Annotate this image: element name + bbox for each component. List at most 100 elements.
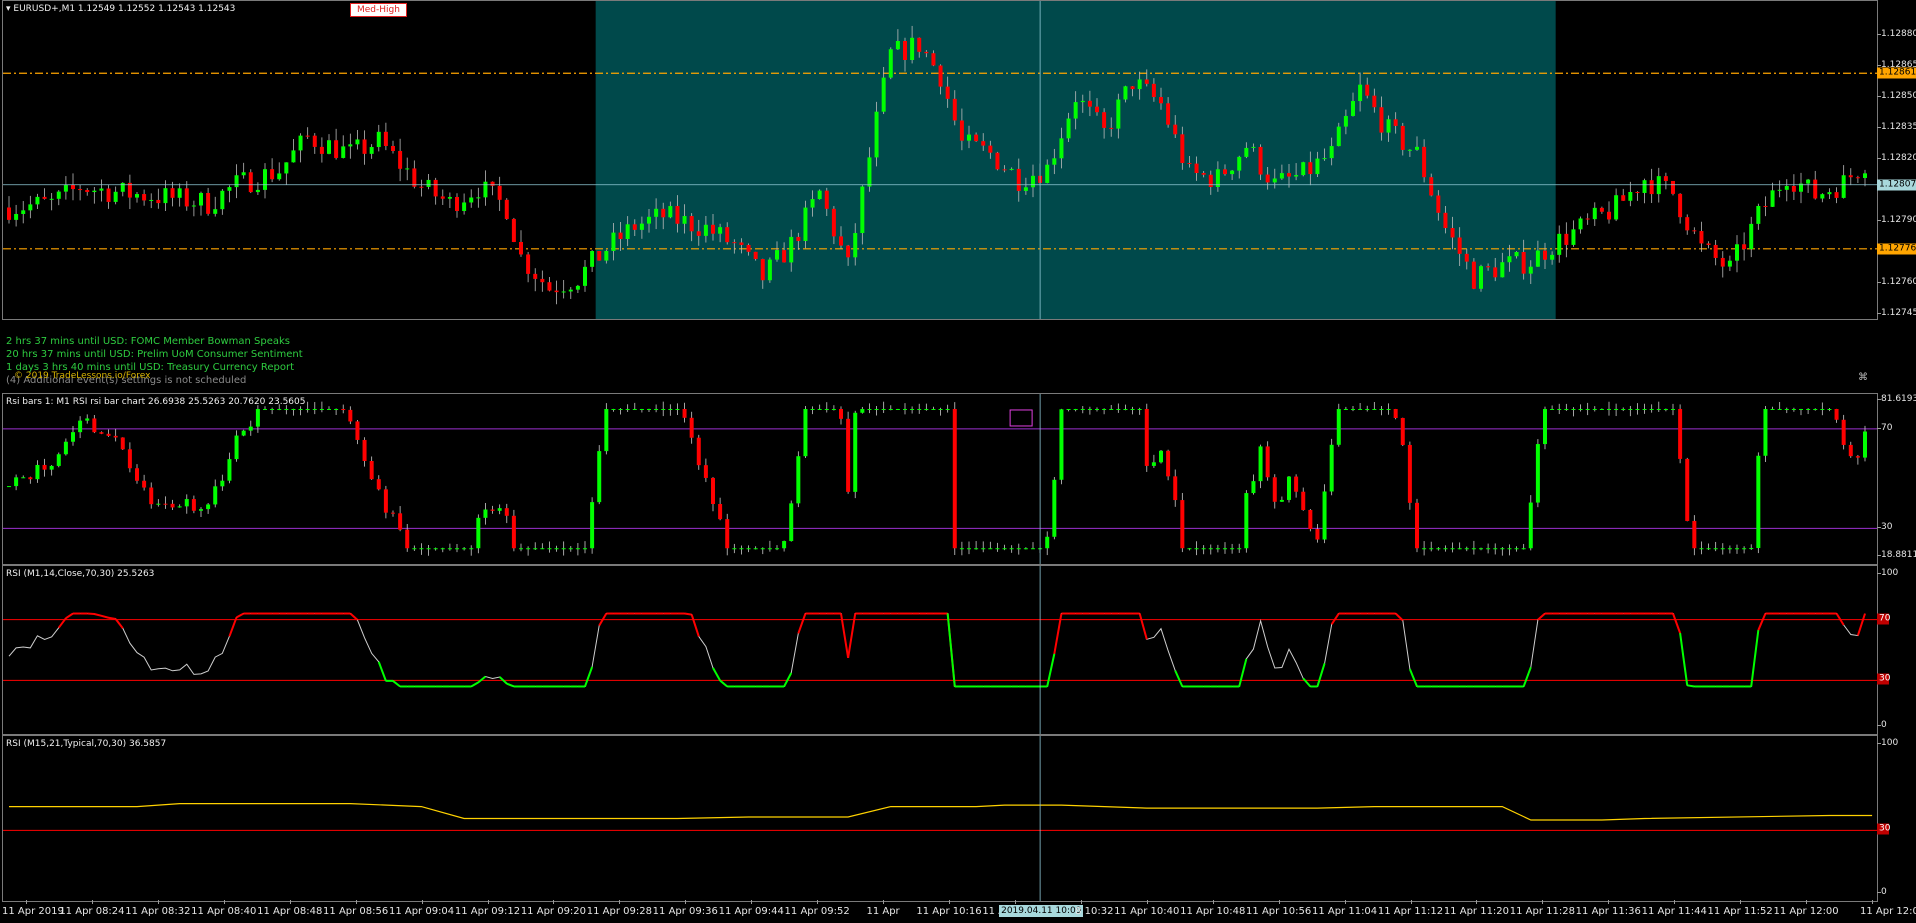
- rsi-bar[interactable]: [383, 485, 388, 519]
- rsi-bar[interactable]: [604, 403, 609, 455]
- candle[interactable]: [248, 169, 253, 194]
- candle[interactable]: [56, 190, 61, 206]
- rsi-bar[interactable]: [654, 404, 659, 413]
- rsi-bar[interactable]: [1820, 402, 1825, 416]
- rsi-bar[interactable]: [767, 540, 772, 552]
- candle[interactable]: [1351, 92, 1355, 117]
- rsi-bar[interactable]: [924, 403, 929, 411]
- rsi-bar[interactable]: [263, 406, 267, 410]
- rsi-bar[interactable]: [28, 476, 33, 484]
- rsi-bar[interactable]: [1528, 495, 1533, 551]
- rsi-bar[interactable]: [1187, 547, 1192, 551]
- candle[interactable]: [1592, 202, 1597, 226]
- rsi-bar[interactable]: [42, 458, 47, 477]
- candle[interactable]: [92, 187, 97, 204]
- candle[interactable]: [853, 223, 858, 266]
- rsi-bar[interactable]: [1436, 547, 1441, 551]
- rsi-bar[interactable]: [440, 547, 445, 553]
- rsi-bar[interactable]: [796, 451, 801, 508]
- rsi-bar[interactable]: [170, 499, 175, 511]
- candle[interactable]: [1486, 263, 1491, 271]
- candle[interactable]: [597, 250, 602, 261]
- candle[interactable]: [1656, 167, 1661, 203]
- rsi-bar[interactable]: [988, 541, 993, 550]
- rsi-bar[interactable]: [1607, 401, 1611, 416]
- rsi-bar[interactable]: [248, 420, 253, 436]
- rsi-bar[interactable]: [789, 500, 794, 542]
- rsi-bar[interactable]: [1415, 498, 1419, 553]
- candle[interactable]: [782, 242, 787, 263]
- rsi-bar[interactable]: [661, 401, 666, 417]
- candle[interactable]: [1863, 169, 1867, 187]
- candle[interactable]: [590, 250, 595, 272]
- candle[interactable]: [1784, 179, 1789, 202]
- candle[interactable]: [995, 151, 1000, 171]
- rsi-bar[interactable]: [206, 503, 211, 514]
- candle[interactable]: [1159, 87, 1163, 110]
- rsi-bar[interactable]: [1685, 457, 1690, 522]
- rsi-bar[interactable]: [1166, 449, 1171, 481]
- candle[interactable]: [1059, 127, 1064, 169]
- candle[interactable]: [1500, 252, 1505, 278]
- rsi-bar[interactable]: [881, 401, 886, 413]
- rsi-bar[interactable]: [1756, 452, 1761, 554]
- candle[interactable]: [191, 200, 196, 217]
- candle[interactable]: [1799, 172, 1803, 204]
- rsi-bar[interactable]: [590, 497, 595, 554]
- candle[interactable]: [1358, 72, 1363, 112]
- candle[interactable]: [42, 188, 47, 200]
- rsi-bar[interactable]: [412, 545, 417, 551]
- candle[interactable]: [760, 258, 765, 289]
- candle[interactable]: [312, 133, 317, 154]
- candle[interactable]: [99, 179, 104, 202]
- rsi-bar[interactable]: [1592, 406, 1597, 412]
- candle[interactable]: [746, 243, 751, 256]
- candle[interactable]: [1137, 71, 1142, 100]
- rsi-bar[interactable]: [575, 543, 580, 556]
- candle[interactable]: [732, 239, 737, 254]
- rsi-bar[interactable]: [305, 401, 310, 413]
- candle[interactable]: [540, 270, 545, 292]
- candle[interactable]: [1073, 91, 1078, 130]
- rsi-bar[interactable]: [1699, 541, 1704, 555]
- candle[interactable]: [455, 193, 459, 218]
- candle[interactable]: [1635, 191, 1640, 201]
- rsi-bar[interactable]: [1052, 477, 1057, 540]
- candle[interactable]: [1535, 240, 1540, 267]
- rsi-bar[interactable]: [1287, 476, 1291, 503]
- candle[interactable]: [1599, 206, 1604, 214]
- rsi-bar[interactable]: [21, 475, 26, 479]
- candle[interactable]: [85, 188, 90, 196]
- price-pane[interactable]: ▾ EURUSD+,M1 1.12549 1.12552 1.12543 1.1…: [0, 0, 1916, 386]
- rsi-bar[interactable]: [327, 406, 331, 410]
- candle[interactable]: [1578, 216, 1583, 234]
- rsi-bar[interactable]: [938, 407, 943, 416]
- rsi-bar[interactable]: [1479, 547, 1483, 551]
- candle[interactable]: [1685, 214, 1690, 235]
- candle[interactable]: [1450, 216, 1455, 250]
- candle[interactable]: [1585, 213, 1590, 225]
- candle[interactable]: [284, 162, 289, 185]
- candle[interactable]: [277, 162, 282, 181]
- candle[interactable]: [1102, 108, 1107, 139]
- rsi-bar[interactable]: [1848, 441, 1853, 458]
- candle[interactable]: [1031, 164, 1035, 198]
- candle[interactable]: [1215, 161, 1220, 192]
- candle[interactable]: [142, 189, 147, 206]
- rsi-bar[interactable]: [334, 408, 339, 416]
- rsi-bar[interactable]: [1507, 544, 1512, 556]
- candle[interactable]: [775, 241, 779, 262]
- candle[interactable]: [1244, 142, 1249, 159]
- candle[interactable]: [14, 204, 19, 227]
- candle[interactable]: [405, 157, 410, 181]
- rsi-bar[interactable]: [1244, 490, 1249, 553]
- candle[interactable]: [199, 191, 203, 216]
- candle[interactable]: [547, 277, 552, 292]
- candle[interactable]: [511, 217, 516, 243]
- candle[interactable]: [1607, 201, 1611, 224]
- candle[interactable]: [647, 208, 651, 233]
- rsi-bar[interactable]: [1493, 543, 1498, 555]
- candle[interactable]: [1016, 158, 1021, 202]
- rsi-bar[interactable]: [490, 505, 495, 514]
- candle[interactable]: [348, 133, 353, 159]
